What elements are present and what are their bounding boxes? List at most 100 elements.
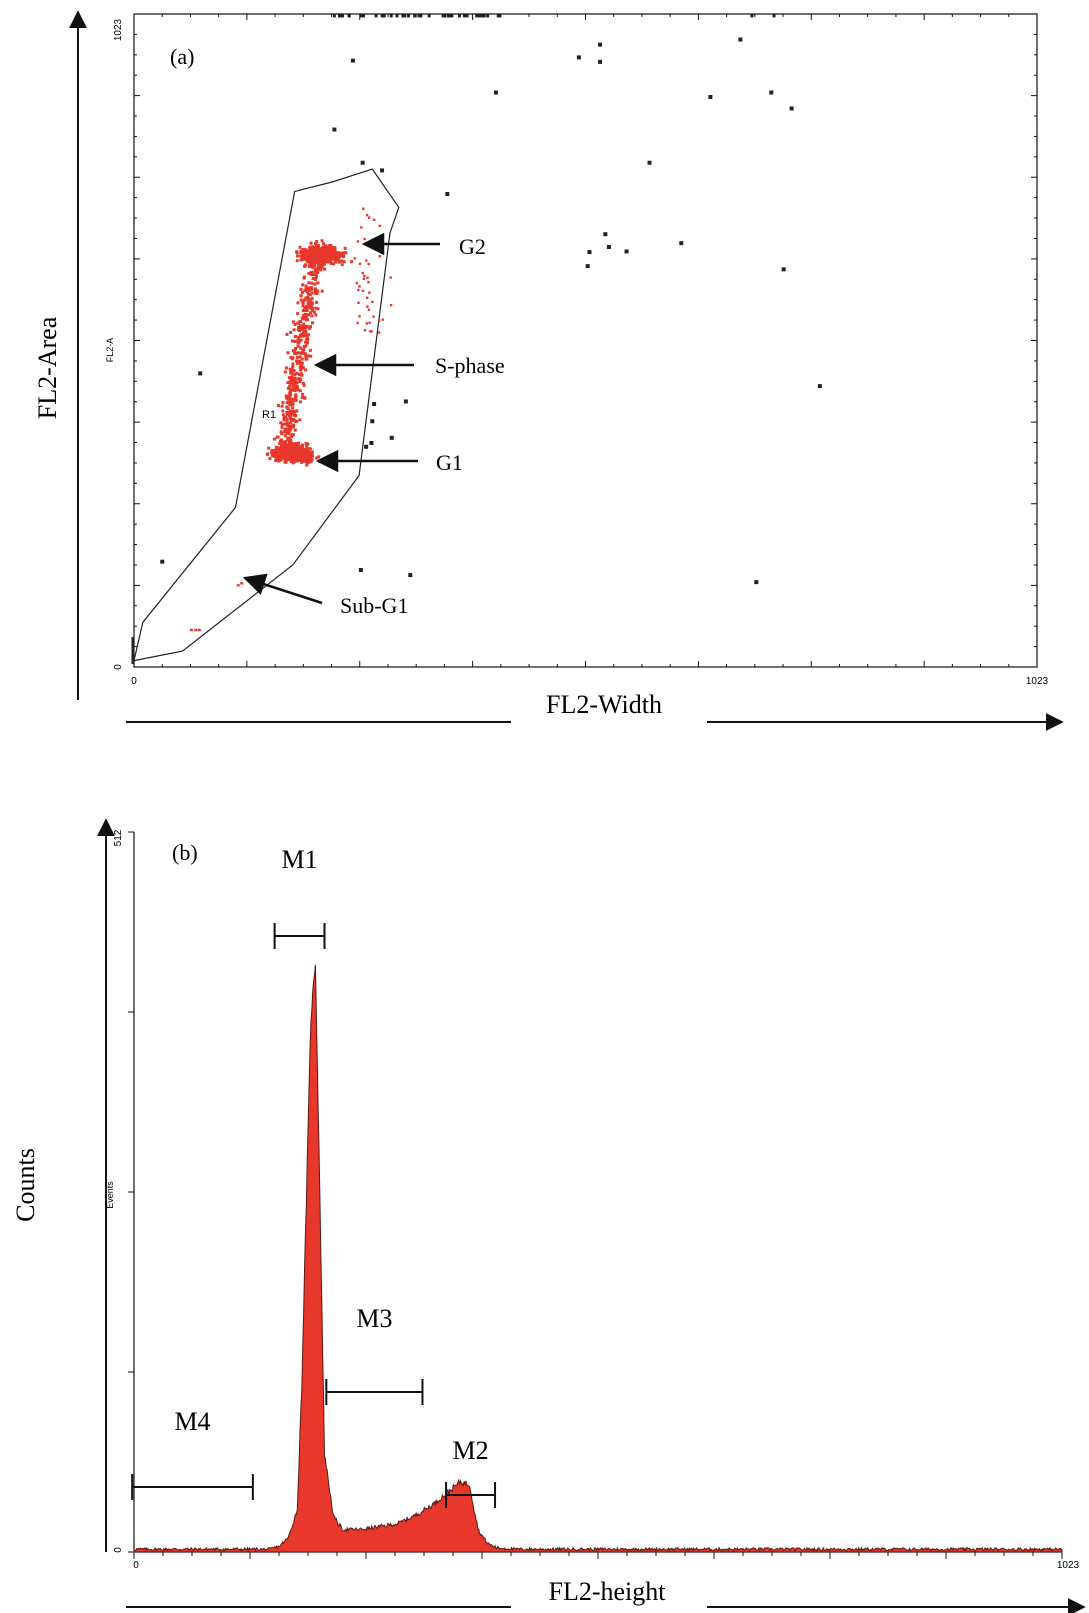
gated-event-point xyxy=(340,259,344,263)
gated-event-point xyxy=(305,447,309,451)
gated-event-point xyxy=(311,276,315,280)
gated-event-point xyxy=(299,287,303,291)
ungated-event-point xyxy=(477,14,481,18)
gated-event-point xyxy=(288,380,292,384)
gated-event-point xyxy=(311,257,315,261)
gated-event-point xyxy=(306,337,310,341)
ungated-event-point xyxy=(603,232,608,237)
gated-event-point xyxy=(307,260,311,264)
ungated-event-point xyxy=(360,160,365,165)
gated-event-point xyxy=(289,426,293,430)
gated-event-point xyxy=(316,271,320,275)
gated-event-point xyxy=(303,298,307,302)
gated-event-point xyxy=(304,256,308,260)
gated-event-point xyxy=(309,264,313,268)
gated-event-point xyxy=(272,449,276,453)
gated-event-point xyxy=(293,351,297,355)
gated-event-point xyxy=(284,429,288,433)
gated-event-point xyxy=(308,245,312,249)
gated-event-point xyxy=(309,271,313,275)
gated-event-point xyxy=(366,296,369,300)
gated-event-point xyxy=(310,259,314,263)
gated-event-point xyxy=(297,451,301,455)
gated-event-point xyxy=(307,281,311,285)
ungated-event-point xyxy=(380,14,384,18)
ungated-event-point xyxy=(389,14,393,18)
gated-event-point xyxy=(301,326,305,330)
gated-event-point xyxy=(296,457,300,461)
gated-event-point xyxy=(291,381,295,385)
gated-event-point xyxy=(361,271,364,275)
gated-event-point xyxy=(280,449,284,453)
gated-event-point xyxy=(332,262,336,266)
gated-event-point xyxy=(292,423,296,427)
ungated-event-point xyxy=(679,241,684,246)
gated-event-point xyxy=(290,450,294,454)
gated-event-point xyxy=(286,351,290,355)
gated-event-point xyxy=(304,263,308,267)
gated-event-point xyxy=(298,400,302,404)
gated-event-point xyxy=(297,326,301,330)
ungated-event-point xyxy=(361,14,365,18)
gated-event-point xyxy=(294,457,298,461)
panel-a-x-ticks xyxy=(133,14,1038,667)
gated-event-point xyxy=(285,448,289,452)
gated-event-point xyxy=(289,414,293,418)
gated-event-point xyxy=(305,324,309,328)
gated-event-point xyxy=(295,259,299,263)
gated-event-point xyxy=(281,441,285,445)
gated-event-point xyxy=(281,409,285,413)
gated-event-point xyxy=(295,386,299,390)
gated-event-point xyxy=(283,430,287,434)
gated-event-point xyxy=(328,258,332,262)
gated-event-point xyxy=(299,298,303,302)
panel-b-inner-ylabel: Events xyxy=(105,1181,115,1209)
gated-event-point xyxy=(286,457,290,461)
g2-label: G2 xyxy=(459,234,486,259)
gated-event-point xyxy=(278,456,282,460)
gated-event-point xyxy=(366,276,369,279)
gated-event-point xyxy=(312,310,316,314)
gated-event-point xyxy=(322,257,326,261)
gated-event-point xyxy=(355,281,358,285)
gated-event-point xyxy=(358,262,362,266)
gated-event-point xyxy=(289,421,293,425)
gated-event-point xyxy=(303,306,307,310)
gated-event-point xyxy=(284,446,288,450)
gated-event-point xyxy=(313,289,317,293)
gated-event-point xyxy=(291,402,295,406)
gated-event-point xyxy=(299,250,303,254)
gated-event-point xyxy=(292,379,296,383)
gated-event-point xyxy=(365,322,369,325)
gated-event-point xyxy=(307,289,311,293)
gated-event-point xyxy=(294,347,298,351)
gated-event-point xyxy=(299,362,303,366)
panel-b-ylabel: Counts xyxy=(11,1148,40,1222)
gated-event-point xyxy=(299,377,303,381)
gated-event-point xyxy=(332,248,336,252)
gated-event-point xyxy=(305,444,309,448)
gated-event-point xyxy=(284,417,288,421)
ungated-event-point xyxy=(496,14,500,18)
gated-event-point xyxy=(304,368,308,372)
gated-event-point xyxy=(301,257,305,261)
gated-event-point xyxy=(316,281,320,285)
gated-event-point xyxy=(282,449,286,453)
panel-a-ylabel: FL2-Area xyxy=(33,316,62,419)
gated-event-point xyxy=(305,254,309,258)
ungated-event-point xyxy=(358,567,363,572)
gated-event-point xyxy=(356,321,359,325)
gated-event-point xyxy=(319,255,323,259)
gated-event-point xyxy=(302,345,306,349)
gated-event-point xyxy=(284,394,288,398)
ungated-event-point xyxy=(395,14,399,18)
gated-event-point xyxy=(297,453,301,457)
panel-a-y-tick-label-min: 0 xyxy=(113,664,124,670)
gated-event-point xyxy=(294,452,298,456)
gated-event-point xyxy=(304,304,308,308)
gated-event-point xyxy=(321,251,325,255)
gated-event-point xyxy=(389,276,392,279)
gated-event-point xyxy=(300,395,304,399)
gated-event-point xyxy=(301,300,305,304)
gated-event-point xyxy=(306,450,310,454)
